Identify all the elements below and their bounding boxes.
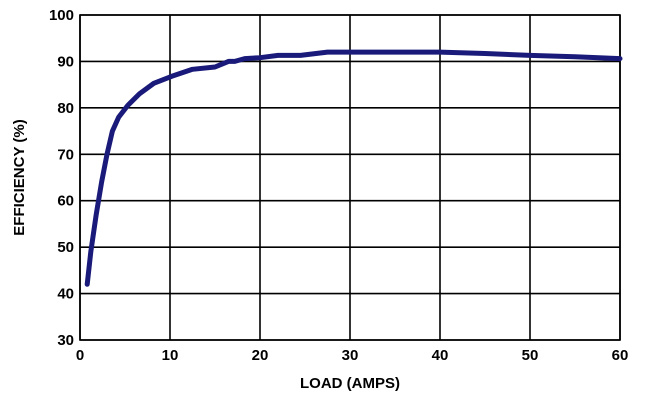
x-tick-label: 0 [76,347,84,364]
grid [79,14,621,341]
y-tick-label: 80 [57,100,74,117]
y-tick-label: 70 [57,146,74,163]
y-tick-label: 30 [57,332,74,349]
x-tick-label: 20 [252,347,269,364]
efficiency-series-line [84,49,623,287]
y-tick-label: 50 [57,239,74,256]
x-tick-label: 50 [522,347,539,364]
y-axis-title: EFFICIENCY (%) [11,119,28,235]
x-tick-label: 30 [342,347,359,364]
plot-frame [79,14,621,341]
y-tick-label: 60 [57,193,74,210]
y-tick-label: 40 [57,286,74,303]
y-tick-label: 90 [57,53,74,70]
tick-labels: 0 10 20 30 40 50 60 30 40 50 60 70 80 90 100 [49,7,628,364]
x-tick-label: 60 [612,347,629,364]
y-tick-label: 100 [49,7,74,24]
x-axis-title: LOAD (AMPS) [300,375,400,392]
x-tick-label: 40 [432,347,449,364]
x-tick-label: 10 [162,347,179,364]
